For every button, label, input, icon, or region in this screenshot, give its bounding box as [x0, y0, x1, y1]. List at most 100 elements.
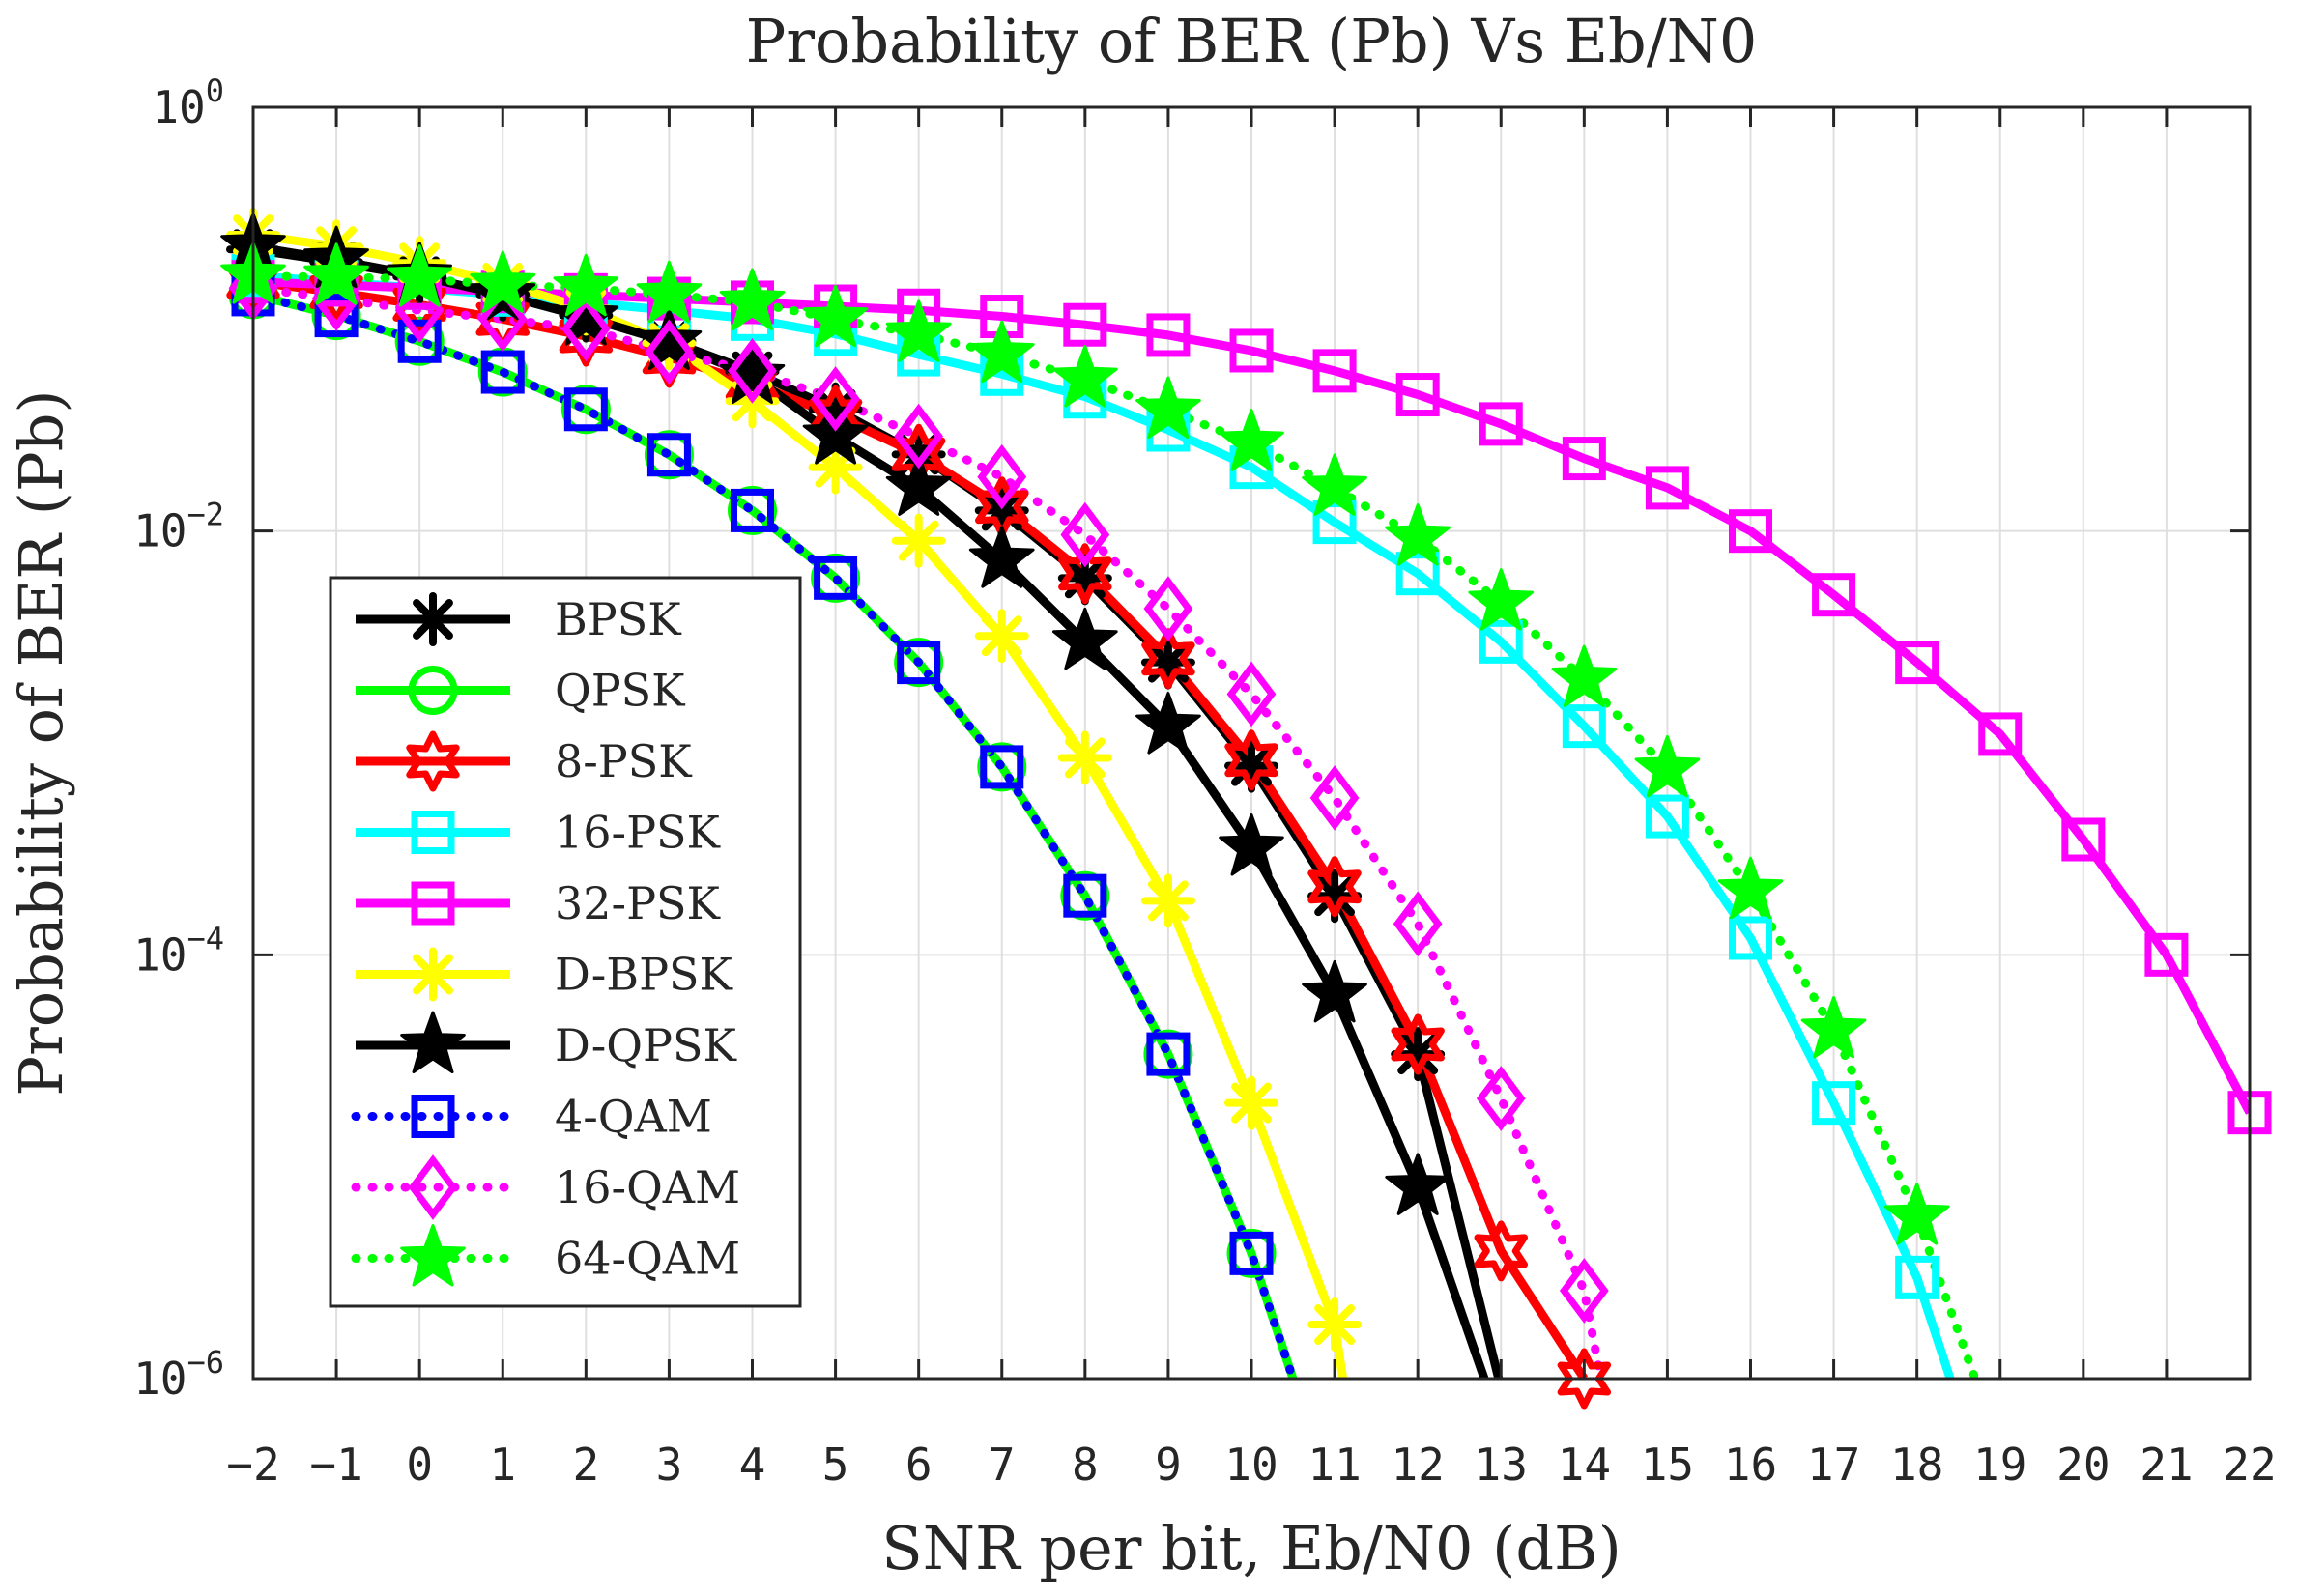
series-line-64-qam: [253, 271, 1980, 1379]
series-line-16-qam: [253, 283, 1605, 1379]
marker-diamond: [811, 366, 860, 432]
x-tick-label: 7: [989, 1439, 1016, 1491]
marker-pentagram: [1302, 959, 1367, 1023]
y-tick-base: 10: [133, 505, 187, 557]
legend-item: 16-PSK: [356, 807, 722, 859]
legend-item: 16-QAM: [351, 1154, 740, 1220]
marker-pentagram: [636, 260, 703, 324]
legend-label: 8-PSK: [555, 735, 693, 787]
series-line-qpsk: [253, 290, 1298, 1379]
legend-item: 4-QAM: [351, 1091, 712, 1143]
marker-square: [1895, 641, 1939, 685]
x-tick-label: 1: [489, 1439, 516, 1491]
x-tick-label: 18: [1890, 1439, 1943, 1491]
legend-label: D-BPSK: [555, 949, 734, 1001]
marker-pentagram: [968, 320, 1035, 384]
x-tick-label: 12: [1391, 1439, 1444, 1491]
marker-diamond: [728, 338, 777, 404]
marker-pentagram: [1385, 1153, 1451, 1215]
marker-pentagram: [1135, 376, 1201, 439]
marker-pentagram: [636, 307, 703, 370]
marker-diamond: [560, 296, 611, 362]
marker-square: [1479, 402, 1523, 446]
marker-square: [1895, 1255, 1939, 1299]
marker-pentagram: [303, 242, 369, 305]
marker-square: [1063, 302, 1107, 347]
marker-square: [814, 556, 858, 600]
x-tick-label: 3: [656, 1439, 683, 1491]
marker-asterisk: [406, 592, 460, 646]
legend-label: QPSK: [555, 665, 686, 717]
legend-label: 16-QAM: [555, 1161, 740, 1213]
marker-diamond: [1309, 765, 1360, 831]
marker-square: [1063, 873, 1107, 918]
marker-diamond: [1559, 1258, 1609, 1324]
marker-square: [563, 387, 608, 432]
x-tick-label: 19: [1973, 1439, 2026, 1491]
marker-asterisk: [974, 609, 1029, 664]
marker-asterisk: [1057, 730, 1112, 785]
marker-hexagram: [1557, 1348, 1612, 1410]
marker-square: [1812, 1081, 1856, 1126]
x-tick-label: 5: [822, 1439, 849, 1491]
marker-pentagram: [1551, 644, 1618, 707]
marker-pentagram: [719, 341, 786, 404]
marker-square: [980, 745, 1024, 789]
x-tick-label: 16: [1724, 1439, 1777, 1491]
x-tick-label: 6: [905, 1439, 933, 1491]
marker-asterisk: [1140, 873, 1195, 928]
marker-pentagram: [802, 284, 869, 348]
marker-pentagram: [1135, 692, 1201, 755]
marker-asterisk: [1307, 869, 1363, 924]
marker-pentagram: [719, 268, 786, 330]
marker-pentagram: [387, 244, 452, 307]
x-tick-label: 20: [2056, 1439, 2110, 1491]
x-tick-label: 4: [739, 1439, 766, 1491]
legend-label: 4-QAM: [555, 1091, 712, 1143]
y-tick-exponent: −2: [187, 497, 224, 533]
x-tick-labels: −2 −1 0 1 2 3 4 5 6 7 8 9 10 11 12 13 14 15 16 17 18 19 20 21 22: [226, 1439, 2276, 1491]
marker-pentagram: [968, 526, 1035, 588]
x-tick-label: 11: [1307, 1439, 1361, 1491]
legend-item: 8-PSK: [356, 730, 693, 792]
y-tick-label: 100: [152, 72, 224, 133]
x-tick-label: 10: [1224, 1439, 1278, 1491]
marker-pentagram: [400, 1011, 466, 1073]
legend-item: D-QPSK: [356, 1011, 737, 1073]
legend-item: 32-PSK: [356, 877, 722, 929]
marker-asterisk: [891, 513, 946, 568]
marker-square: [2144, 932, 2189, 977]
marker-pentagram: [1385, 503, 1451, 566]
marker-pentagram: [553, 253, 619, 317]
marker-hexagram: [1391, 1013, 1445, 1075]
marker-asterisk: [1307, 1297, 1363, 1353]
marker-hexagram: [309, 262, 363, 323]
marker-pentagram: [1468, 568, 1535, 631]
marker-square: [1395, 552, 1440, 596]
marker-diamond: [977, 443, 1027, 510]
marker-square: [646, 433, 691, 477]
legend: BPSK QPSK 8-PSK 16-PSK 32-PSK D-BPSK D-QPSK 4-Q…: [329, 576, 802, 1308]
x-tick-label: 21: [2140, 1439, 2193, 1491]
marker-square: [1729, 916, 1772, 960]
marker-pentagram: [470, 250, 536, 313]
marker-pentagram: [400, 1224, 466, 1287]
y-tick-label: 10−2: [133, 497, 224, 557]
marker-diamond: [894, 403, 944, 470]
y-tick-base: 10: [133, 1353, 187, 1405]
y-tick-label: 10−6: [133, 1344, 224, 1405]
marker-pentagram: [1717, 856, 1784, 920]
marker-square: [1562, 704, 1606, 749]
marker-square: [1312, 500, 1357, 545]
marker-pentagram: [1219, 813, 1284, 876]
marker-diamond: [645, 319, 694, 385]
marker-hexagram: [1224, 729, 1278, 791]
x-tick-label: 2: [572, 1439, 599, 1491]
marker-square: [411, 811, 455, 854]
marker-pentagram: [1634, 734, 1701, 798]
marker-pentagram: [885, 299, 952, 362]
marker-square: [480, 350, 525, 394]
marker-diamond: [408, 1154, 458, 1220]
x-tick-label: 17: [1807, 1439, 1860, 1491]
x-tick-label: 14: [1558, 1439, 1611, 1491]
